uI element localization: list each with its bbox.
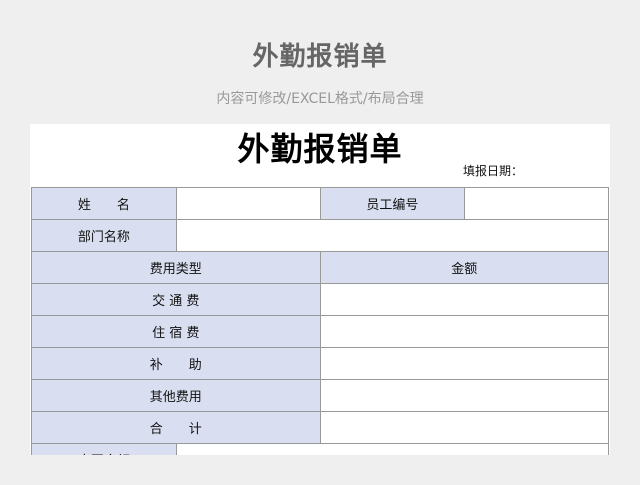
name-label: 姓 名 bbox=[31, 187, 177, 220]
document-title: 外勤报销单 bbox=[237, 130, 403, 168]
amount-cell[interactable] bbox=[319, 379, 610, 412]
table-row: 住 宿 费 bbox=[31, 315, 610, 348]
fill-date-label: 填报日期： bbox=[463, 164, 524, 178]
amount-header: 金额 bbox=[319, 251, 610, 284]
expense-table: 姓 名 员工编号 部门名称 费用类型 金额 交 通 费 住 宿 费 补 助 其他… bbox=[31, 187, 610, 455]
item-label: 其他费用 bbox=[31, 379, 321, 412]
table-row: 大写金额 bbox=[31, 443, 610, 455]
expense-type-header: 费用类型 bbox=[31, 251, 321, 284]
header-title: 外勤报销单 bbox=[252, 42, 388, 72]
employee-id-label: 员工编号 bbox=[319, 187, 466, 220]
amount-cell[interactable] bbox=[319, 347, 610, 380]
table-row: 姓 名 员工编号 bbox=[31, 187, 609, 220]
header-subtitle: 内容可修改/EXCEL格式/布局合理 bbox=[216, 91, 424, 107]
table-row: 合 计 bbox=[31, 411, 610, 444]
table-row: 补 助 bbox=[31, 347, 610, 380]
amount-cell[interactable] bbox=[319, 283, 610, 316]
total-cell[interactable] bbox=[319, 411, 610, 444]
amount-in-words-cell[interactable] bbox=[175, 443, 610, 455]
name-cell[interactable] bbox=[175, 187, 321, 220]
employee-id-cell[interactable] bbox=[464, 187, 609, 220]
amount-in-words-label: 大写金额 bbox=[31, 443, 177, 455]
amount-cell[interactable] bbox=[319, 315, 610, 348]
department-cell[interactable] bbox=[175, 219, 610, 252]
total-label: 合 计 bbox=[31, 411, 321, 444]
table-row: 交 通 费 bbox=[31, 283, 610, 316]
item-label: 住 宿 费 bbox=[31, 315, 321, 348]
item-label: 补 助 bbox=[31, 347, 321, 380]
table-row: 部门名称 bbox=[31, 219, 610, 252]
item-label: 交 通 费 bbox=[31, 283, 321, 316]
table-row: 其他费用 bbox=[31, 379, 610, 412]
table-row: 费用类型 金额 bbox=[31, 251, 610, 284]
department-label: 部门名称 bbox=[31, 219, 177, 252]
expense-sheet: 外勤报销单 填报日期： 姓 名 员工编号 部门名称 费用类型 金额 交 通 费 … bbox=[30, 124, 610, 455]
